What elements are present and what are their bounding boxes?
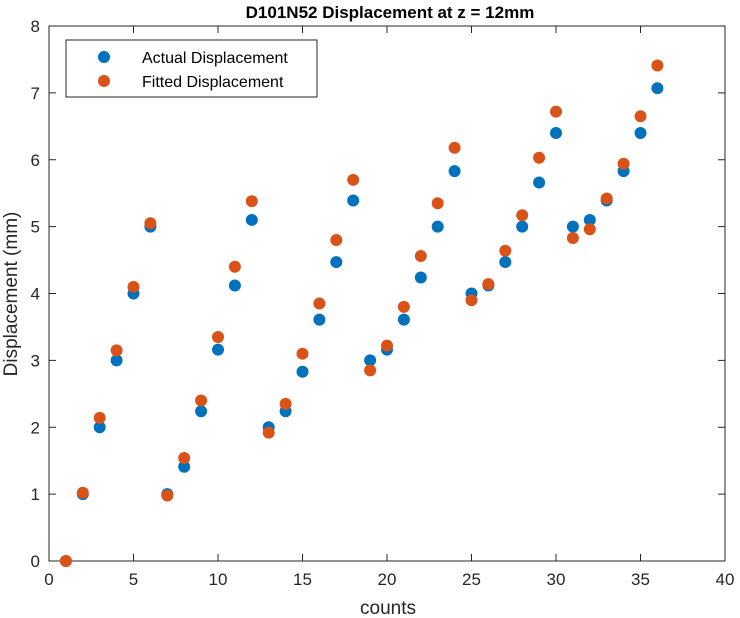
data-point [583, 223, 596, 236]
data-point [431, 197, 444, 210]
data-point [533, 151, 546, 164]
legend: Actual Displacement Fitted Displacement [65, 39, 318, 98]
data-point [533, 176, 546, 189]
data-point [195, 394, 208, 407]
legend-marker [98, 75, 110, 87]
data-point [161, 489, 174, 502]
axes: 0 5 10 15 20 25 30 35 40 0 1 2 3 4 5 6 7 8 [31, 17, 735, 589]
data-point [330, 256, 343, 269]
x-axis-label: counts [360, 598, 416, 618]
data-point [330, 234, 343, 246]
y-tick-label: 5 [31, 218, 40, 237]
data-point [212, 343, 224, 356]
data-point [448, 141, 461, 154]
x-tick-label: 5 [129, 570, 138, 589]
x-tick-label: 35 [631, 570, 650, 589]
data-point [347, 173, 360, 186]
data-point [93, 421, 106, 434]
data-point [59, 555, 72, 567]
legend-label: Actual Displacement [142, 50, 288, 67]
data-point [228, 279, 241, 292]
data-point [195, 405, 208, 418]
data-point [313, 313, 326, 326]
data-point [313, 297, 326, 310]
y-tick-label: 8 [31, 17, 40, 36]
chart-title: D101N52 Displacement at z = 12mm [246, 3, 535, 22]
data-point [144, 217, 157, 230]
data-point [499, 256, 512, 269]
x-tick-label: 0 [44, 570, 53, 589]
data-point [465, 294, 478, 307]
data-point [364, 354, 377, 367]
y-axis-label: Displacement (mm) [1, 212, 22, 377]
data-point [397, 300, 410, 313]
data-point [127, 280, 140, 293]
data-point [178, 460, 191, 473]
data-point [245, 195, 258, 208]
y-tick-label: 3 [31, 351, 40, 370]
data-point [634, 110, 647, 123]
data-point [516, 220, 529, 233]
y-tick-label: 6 [31, 151, 40, 170]
y-tick-label: 7 [31, 84, 40, 103]
data-point [566, 231, 579, 244]
data-point [364, 364, 377, 377]
data-point [262, 426, 275, 439]
data-point [279, 397, 292, 410]
data-point [228, 260, 241, 273]
data-point [76, 486, 89, 499]
legend-label: Fitted Displacement [142, 74, 284, 91]
x-tick-label: 30 [547, 570, 566, 589]
data-point [93, 411, 106, 424]
y-tick-label: 1 [31, 485, 40, 504]
data-marks [59, 59, 664, 567]
data-point [566, 220, 579, 233]
y-tick-label: 2 [31, 418, 40, 437]
data-point [414, 271, 427, 284]
data-point [414, 250, 427, 263]
x-tick-label: 10 [209, 570, 228, 589]
data-point [448, 165, 461, 178]
data-point [583, 213, 596, 226]
data-point [600, 192, 613, 205]
x-tick-label: 20 [378, 570, 397, 589]
data-point [347, 194, 360, 207]
data-point [516, 209, 529, 222]
data-point [110, 354, 123, 367]
data-point [381, 339, 393, 352]
data-point [296, 365, 309, 378]
data-point [212, 330, 224, 343]
y-tick-label: 4 [31, 285, 40, 304]
data-point [550, 127, 562, 139]
data-point [431, 220, 444, 233]
series-2 [59, 59, 664, 567]
legend-marker [98, 51, 110, 63]
data-point [178, 452, 191, 465]
data-point [550, 105, 562, 118]
data-point [499, 244, 512, 257]
data-point [397, 313, 410, 326]
x-tick-label: 25 [462, 570, 481, 589]
data-point [110, 344, 123, 357]
data-point [245, 213, 258, 226]
data-point [651, 59, 664, 72]
data-point [634, 127, 647, 139]
data-point [651, 82, 664, 95]
data-point [617, 157, 630, 170]
x-tick-label: 15 [293, 570, 312, 589]
data-point [482, 278, 495, 291]
y-tick-label: 0 [31, 552, 40, 571]
data-point [296, 347, 309, 360]
legend-box [65, 39, 318, 98]
x-tick-label: 40 [716, 570, 735, 589]
